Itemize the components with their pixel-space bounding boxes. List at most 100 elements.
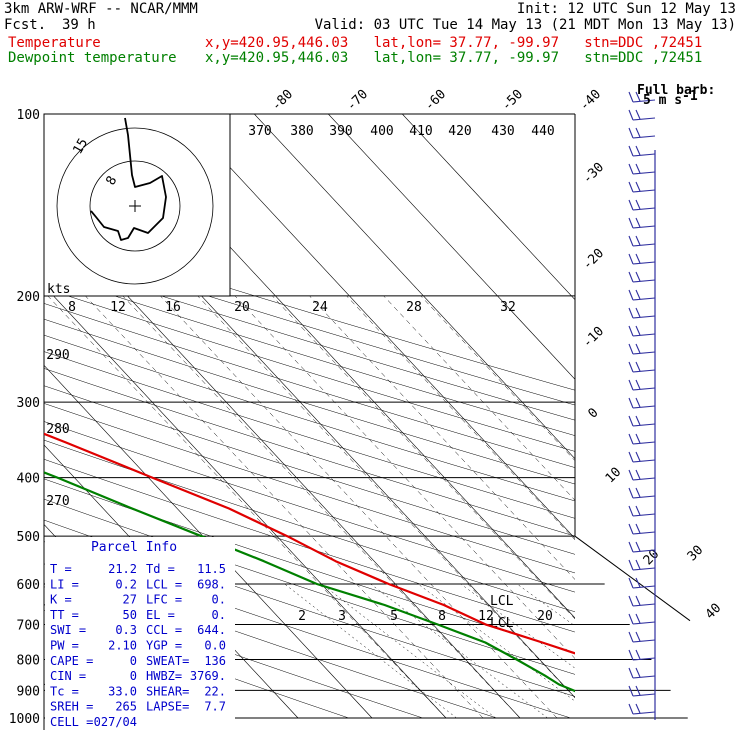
temperature-location: x,y=420.95,446.03 lat,lon= 37.77, -99.97…: [205, 35, 703, 51]
dry-adiabat: [44, 334, 575, 502]
wind-barb-shaft: [632, 315, 656, 319]
theta-e-label: 390: [329, 124, 352, 139]
parcel-value: 7.7: [204, 700, 226, 714]
wind-barb-shaft: [632, 405, 656, 409]
parcel-key: EL =: [146, 608, 175, 622]
hodograph-unit-label: kts: [47, 282, 70, 297]
wind-barb-flag: [628, 469, 634, 481]
theta-e-label: 400: [370, 124, 393, 139]
parcel-value: 136: [204, 654, 226, 668]
wind-barb-shaft: [632, 675, 656, 679]
wind-barb: [628, 595, 656, 607]
forecast-hour: 39 h: [62, 17, 96, 33]
wind-barb-flag: [628, 451, 634, 463]
parcel-key: LI =: [50, 577, 79, 591]
theta-e-label: 440: [531, 124, 554, 139]
dry-adiabat: [44, 258, 575, 421]
wind-barb: [628, 199, 656, 211]
parcel-value: 265: [115, 700, 137, 714]
mixing-ratio-label: 12: [478, 609, 494, 624]
wind-barb-flag: [635, 325, 641, 336]
wind-barb-flag: [628, 505, 634, 517]
parcel-value: 2.10: [108, 639, 137, 653]
wind-barb-shaft: [632, 585, 656, 589]
wind-barb-flag: [628, 271, 634, 283]
valid-time: Valid: 03 UTC Tue 14 May 13 (21 MDT Mon …: [314, 17, 736, 33]
wind-barb-shaft: [632, 351, 656, 355]
isotherm-line: [402, 114, 575, 301]
parcel-key: T =: [50, 562, 72, 576]
wind-barb: [628, 451, 656, 463]
mixing-ratio-label: 8: [68, 300, 76, 315]
mixing-ratio-label: 12: [110, 300, 126, 315]
temperature-profile-line: [44, 432, 575, 655]
isotherm-line: [0, 114, 2, 718]
wind-barb: [628, 649, 656, 661]
parcel-value: 0.0: [204, 639, 226, 653]
wind-barb-shaft: [632, 171, 656, 175]
parcel-key: SWI =: [50, 623, 86, 637]
wind-barb: [628, 343, 656, 355]
wind-barb-flag: [635, 343, 641, 354]
wind-barb-shaft: [632, 639, 656, 643]
wind-barb: [628, 271, 656, 283]
temperature-legend: Temperature: [8, 35, 101, 51]
temperature-tick-label: 30: [685, 543, 707, 565]
wind-barb-shaft: [632, 603, 656, 607]
dry-adiabat: [44, 403, 575, 574]
wind-barb: [628, 469, 656, 481]
parcel-info-title: Parcel Info: [91, 540, 177, 555]
moist-adiabat: [346, 295, 575, 541]
wind-barb-shaft: [632, 333, 656, 337]
hodograph-ring-label: 15: [70, 136, 91, 157]
wind-barb: [628, 397, 656, 409]
wind-barb-flag: [628, 649, 634, 661]
wind-barb: [628, 415, 656, 427]
dewpoint-legend: Dewpoint temperature: [8, 50, 177, 66]
wind-barb-flag: [628, 235, 634, 247]
wind-barb-flag: [635, 703, 641, 714]
mixing-ratio-line: [516, 583, 575, 627]
dry-adiabat: [44, 318, 575, 485]
isotherm-line: [254, 114, 575, 460]
wind-barb-flag: [635, 451, 641, 462]
wind-barb: [628, 541, 656, 553]
wind-barb: [628, 667, 656, 679]
wind-barb-flag: [635, 127, 641, 138]
mixing-ratio-line: [370, 583, 548, 719]
wind-barb-flag: [635, 415, 641, 426]
wind-barb: [628, 703, 656, 715]
wind-barb-flag: [628, 109, 634, 121]
init-time: Init: 12 UTC Sun 12 May 13: [516, 1, 736, 17]
parcel-key: SREH =: [50, 700, 93, 714]
dry-adiabat: [44, 586, 423, 719]
wind-barb: [628, 109, 656, 121]
wind-barb-flag: [635, 433, 641, 444]
wind-barb: [628, 91, 656, 103]
parcel-key: TT =: [50, 608, 79, 622]
wind-barb-shaft: [632, 189, 656, 193]
wind-barb-shaft: [632, 261, 656, 265]
hodograph-frame: [43, 113, 231, 297]
adiabat-label: 270: [46, 494, 69, 509]
wind-barb-shaft: [632, 459, 656, 463]
parcel-key: SWEAT=: [146, 654, 189, 668]
wind-barb-flag: [628, 253, 634, 265]
hodograph-ring: [56, 127, 214, 285]
wind-barb-flag: [635, 289, 641, 300]
lcl-label: LCL: [490, 594, 514, 609]
pressure-label: 600: [17, 578, 40, 593]
pressure-label: 400: [17, 472, 40, 487]
mixing-ratio-line: [417, 583, 575, 702]
wind-barb: [628, 325, 656, 337]
theta-e-label: 380: [290, 124, 313, 139]
wind-barb-flag: [635, 505, 641, 516]
wind-barb-flag: [628, 415, 634, 427]
mixing-ratio-label: 2: [298, 609, 306, 624]
wind-barb-flag: [635, 181, 641, 192]
wind-barb-flag: [635, 487, 641, 498]
parcel-key: LAPSE=: [146, 700, 189, 714]
hodograph-trace: [90, 117, 167, 241]
right-axis-lower: [574, 535, 691, 622]
mixing-ratio-label: 16: [165, 300, 181, 315]
